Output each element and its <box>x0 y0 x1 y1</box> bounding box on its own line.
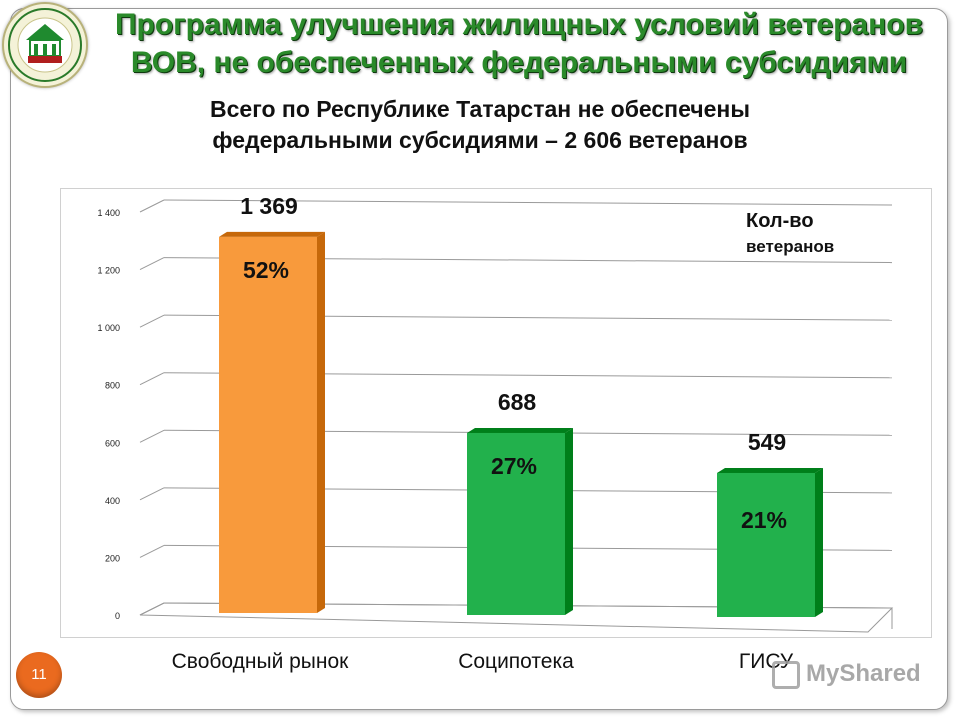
bar-side <box>317 231 325 613</box>
gridline-side <box>139 257 165 271</box>
percent-label: 21% <box>740 506 788 533</box>
chart-area <box>60 188 932 638</box>
organization-logo <box>2 2 88 88</box>
legend-line-1: Кол-во <box>746 210 814 232</box>
bar-side <box>815 467 823 617</box>
bar-top <box>467 427 573 433</box>
bar-side <box>565 427 573 615</box>
y-tick-label: 1 200 <box>97 266 120 276</box>
category-label: Свободный рынок <box>171 650 349 673</box>
y-tick-label: 800 <box>105 381 120 391</box>
play-logo-icon <box>772 660 800 689</box>
value-label: 688 <box>497 388 537 415</box>
bar <box>219 236 317 613</box>
watermark-text: MyShared <box>806 660 921 687</box>
percent-label: 27% <box>490 452 538 479</box>
y-tick-label: 0 <box>115 611 120 621</box>
gridline-side <box>139 314 165 328</box>
page-number-badge: 11 <box>16 652 62 698</box>
gridline-side <box>139 199 165 213</box>
y-tick-label: 600 <box>105 438 120 448</box>
bar-top <box>219 231 325 237</box>
slide-title: Программа улучшения жилищных условий вет… <box>84 6 954 82</box>
gridline-side <box>139 544 165 558</box>
gridline <box>163 199 893 206</box>
y-tick-label: 1 400 <box>97 208 120 218</box>
chart-legend: Кол-во ветеранов <box>746 210 834 257</box>
title-line-1: Программа улучшения жилищных условий вет… <box>114 8 924 41</box>
gridline-side <box>139 429 165 443</box>
summary-text: Всего по Республике Татарстан не обеспеч… <box>100 94 860 156</box>
category-label: ГИСУ <box>738 650 794 673</box>
summary-line-2: федеральными субсидиями – 2 606 ветерано… <box>212 127 748 153</box>
bar <box>467 432 565 615</box>
value-label: 1 369 <box>240 192 298 219</box>
gridline-side <box>139 487 165 501</box>
y-tick-label: 200 <box>105 553 120 563</box>
bar-top <box>717 467 823 473</box>
watermark: MyShared <box>772 660 921 689</box>
legend-line-2: ветеранов <box>746 237 835 256</box>
category-label: Соципотека <box>458 650 574 673</box>
y-tick-label: 400 <box>105 496 120 506</box>
value-label: 549 <box>747 428 787 455</box>
title-line-2: ВОВ, не обеспеченных федеральными субсид… <box>130 46 908 79</box>
summary-line-1: Всего по Республике Татарстан не обеспеч… <box>210 96 750 122</box>
house-seal-icon <box>8 8 82 82</box>
bar <box>717 472 815 617</box>
y-tick-label: 1 000 <box>97 323 120 333</box>
percent-label: 52% <box>242 256 290 283</box>
gridline-side <box>139 372 165 386</box>
